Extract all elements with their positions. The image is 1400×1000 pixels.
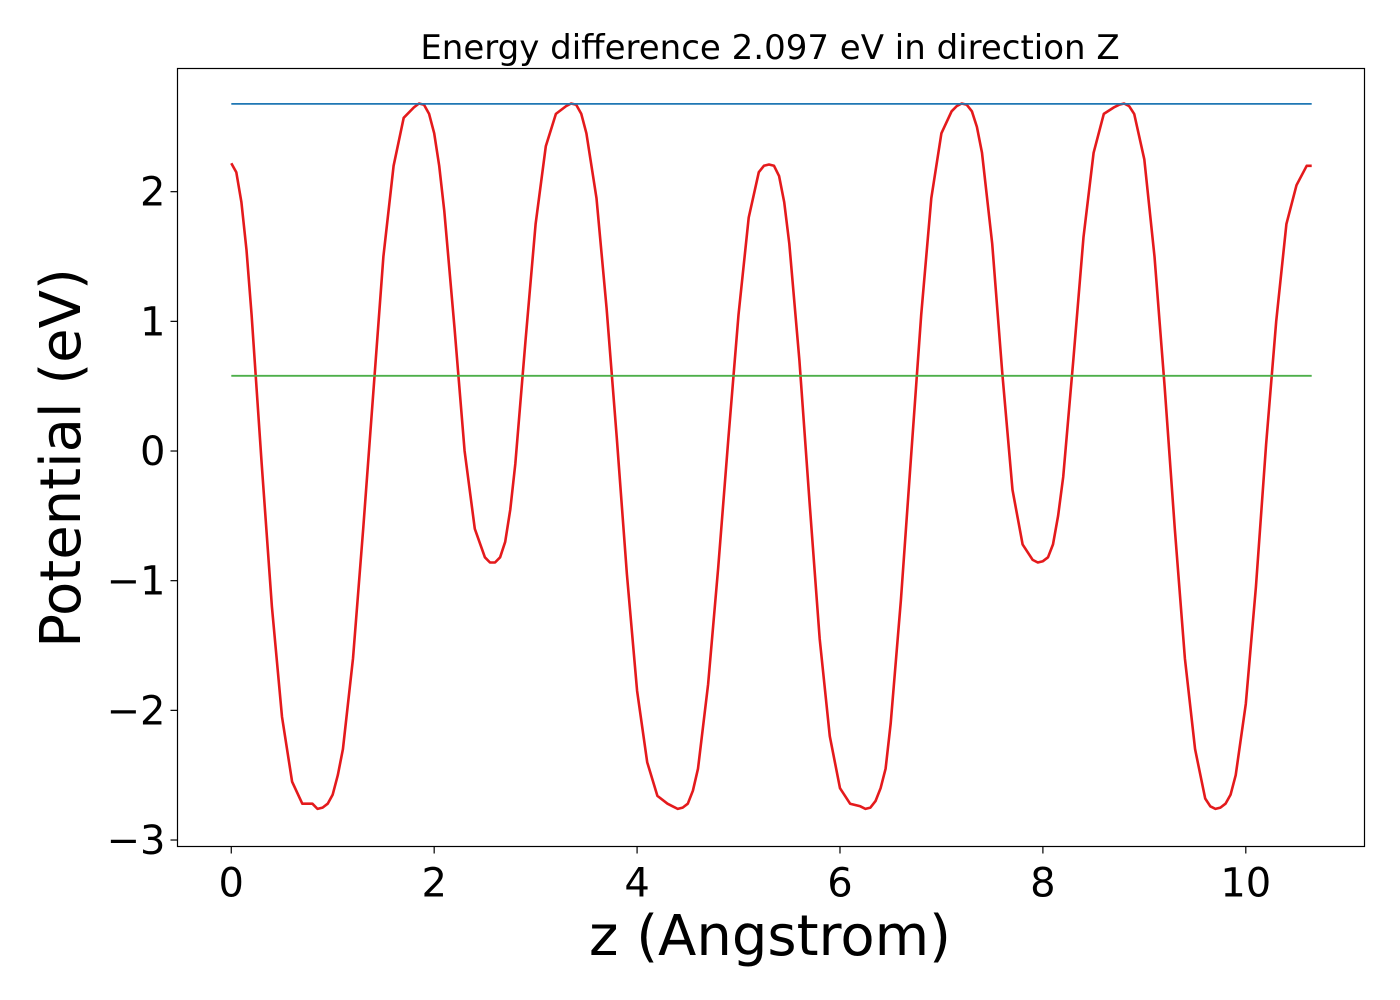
axes-frame [176,67,1366,848]
y-axis-label: Potential (eV) [29,268,94,648]
chart-title: Energy difference 2.097 eV in direction … [420,28,1119,68]
x-axis-label: z (Angstrom) [589,904,951,969]
y-tick-label: 2 [140,170,165,216]
y-tick-label: −3 [107,818,166,864]
x-tick-label: 4 [624,861,649,907]
y-tick-label: −1 [107,559,166,605]
x-axis: 0 2 4 6 8 10 [219,846,1271,907]
x-tick-label: 6 [827,861,852,907]
y-tick-label: 0 [140,429,165,475]
plot-area [230,102,1312,811]
x-tick-label: 10 [1220,861,1271,907]
x-tick-label: 8 [1030,861,1055,907]
y-axis: −3 −2 −1 0 1 2 [107,170,178,864]
y-tick-label: −2 [107,688,166,734]
x-tick-label: 0 [219,861,244,907]
x-tick-label: 2 [421,861,446,907]
y-tick-label: 1 [140,299,165,345]
